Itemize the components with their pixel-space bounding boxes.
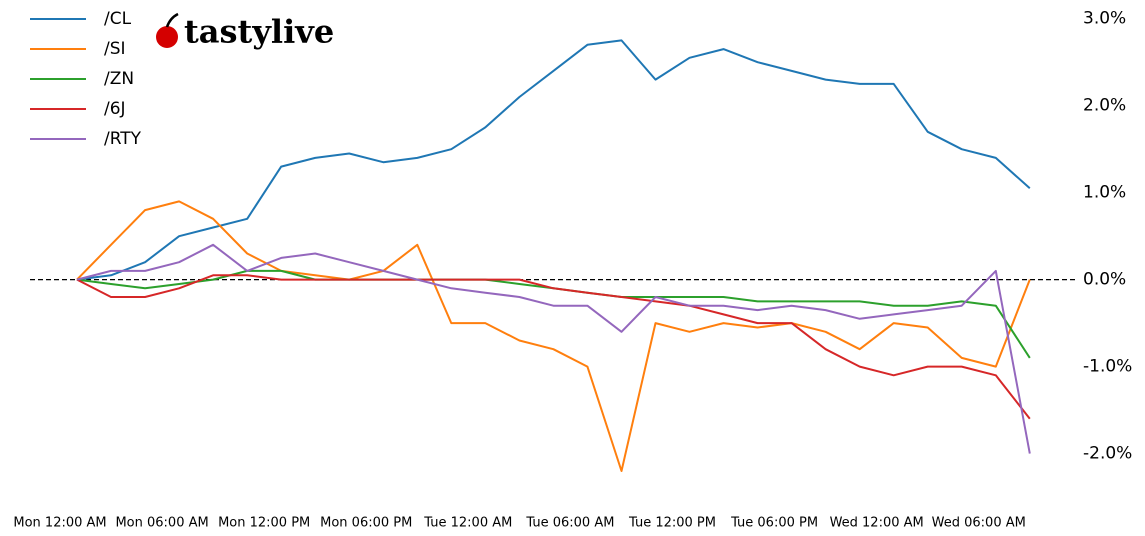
series-line [76,243,1031,454]
x-tick-label: Mon 12:00 AM [13,516,106,531]
y-tick-label: 0.0% [1083,270,1126,290]
x-tick-label: Tue 12:00 AM [423,516,512,531]
logo-text: tastylive [184,13,334,51]
legend-label: /RTY [104,129,142,149]
legend-label: /SI [104,39,126,59]
logo-stem [165,12,179,28]
x-tick-label: Tue 06:00 PM [730,516,818,531]
y-tick-label: 3.0% [1083,9,1126,29]
x-tick-label: Wed 06:00 AM [932,516,1026,531]
x-tick-label: Mon 06:00 AM [115,516,208,531]
x-tick-label: Mon 12:00 PM [218,516,310,531]
legend-label: /ZN [104,69,134,89]
y-tick-label: -1.0% [1083,357,1132,377]
y-tick-label: 2.0% [1083,96,1126,116]
x-tick-label: Mon 06:00 PM [320,516,412,531]
logo: tastylive [156,13,334,51]
legend-label: /CL [104,9,132,29]
x-tick-label: Tue 06:00 AM [525,516,614,531]
legend-label: /6J [104,99,126,119]
series-line [76,274,1031,420]
y-tick-label: -2.0% [1083,444,1132,464]
series-line [76,39,1031,281]
x-tick-label: Tue 12:00 PM [628,516,716,531]
series-line [76,200,1031,472]
x-tick-label: Wed 12:00 AM [830,516,924,531]
y-tick-label: 1.0% [1083,183,1126,203]
logo-cherry [156,26,178,48]
